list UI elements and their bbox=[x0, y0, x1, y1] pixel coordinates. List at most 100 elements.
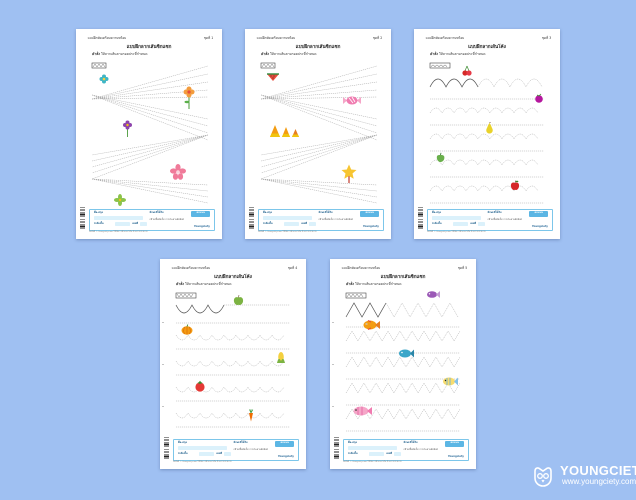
owl-icon bbox=[534, 466, 552, 487]
number-label: เลขที่ bbox=[470, 221, 477, 225]
skill-label: ทักษะที่ได้รับ bbox=[149, 211, 164, 214]
worksheet-1[interactable]: แบบฝึกหัดเตรียมความพร้อม ชุดที่ 1 แบบฝึก… bbox=[76, 29, 222, 239]
green-flower-icon bbox=[114, 194, 126, 206]
sheet-number: ชุดที่ 2 bbox=[372, 35, 383, 40]
binder-holes bbox=[162, 259, 164, 469]
fine-print: ลิขสิทธิ์ © Youngciety.com ใช้เพื่อการศึ… bbox=[89, 231, 148, 233]
teal-flower-icon bbox=[99, 74, 109, 84]
barcode bbox=[80, 207, 85, 230]
skill-label: ทักษะที่ได้รับ bbox=[403, 441, 418, 444]
sheet-instruction: คำสั่ง ให้ลากเส้นตามรอยประที่กำหนด bbox=[346, 282, 402, 287]
skill-label: ทักษะที่ได้รับ bbox=[318, 211, 333, 214]
name-field[interactable] bbox=[431, 216, 482, 221]
pumpkin-icon bbox=[181, 324, 193, 335]
youngciety-logo[interactable]: YOUNGCIETY www.youngciety.com bbox=[532, 464, 636, 487]
fine-print: ลิขสิทธิ์ © Youngciety.com ใช้เพื่อการศึ… bbox=[173, 461, 232, 463]
class-label: ระดับชั้น bbox=[177, 451, 188, 455]
fine-print: ลิขสิทธิ์ © Youngciety.com ใช้เพื่อการศึ… bbox=[427, 231, 486, 233]
fine-print: ลิขสิทธิ์ © Youngciety.com ใช้เพื่อการศึ… bbox=[258, 231, 317, 233]
skill-text: กล้ามเนื้อมัดเล็ก การประสานสัมพันธ์ bbox=[233, 448, 268, 451]
class-field[interactable] bbox=[198, 452, 214, 457]
number-field[interactable] bbox=[139, 222, 147, 227]
sheet-instruction: คำสั่ง ให้ลากเส้นตามรอยประที่กำหนด bbox=[92, 52, 148, 57]
worksheet-4[interactable]: แบบฝึกหัดเตรียมความพร้อม ชุดที่ 4 แบบฝึก… bbox=[160, 259, 306, 469]
score-badge: คะแนน bbox=[191, 211, 210, 217]
class-label: ระดับชั้น bbox=[431, 221, 442, 225]
pink-flower-icon bbox=[170, 164, 186, 180]
orange-fish-icon bbox=[363, 320, 380, 330]
sheet-instruction: คำสั่ง ให้ลากเส้นตามรอยประที่กำหนด bbox=[430, 52, 486, 57]
apple-icon bbox=[510, 180, 520, 191]
wave-tracing-area bbox=[429, 62, 544, 204]
sheet-title: แบบฝึกลากเส้นซิกแซก bbox=[126, 44, 172, 50]
zigzag-tracing-area bbox=[91, 62, 209, 204]
pear-icon bbox=[486, 122, 493, 134]
watermelon-icon bbox=[267, 73, 279, 81]
sheet-footer: ชื่อ-สกุล ระดับชั้น เลขที่ ทักษะที่ได้รั… bbox=[258, 209, 384, 231]
name-label: ชื่อ-สกุล bbox=[347, 441, 357, 444]
barcode bbox=[418, 207, 423, 230]
number-label: เลขที่ bbox=[386, 451, 393, 455]
brand-url[interactable]: www.youngciety.com bbox=[562, 477, 636, 486]
score-badge: คะแนน bbox=[360, 211, 379, 217]
sheet-number: ชุดที่ 3 bbox=[541, 35, 552, 40]
sheet-footer: ชื่อ-สกุล ระดับชั้น เลขที่ ทักษะที่ได้รั… bbox=[173, 439, 299, 461]
green-apple-icon bbox=[233, 294, 244, 306]
skill-label: ทักษะที่ได้รับ bbox=[233, 441, 248, 444]
sheet-title: แบบฝึกลากเส้นซิกแซก bbox=[295, 44, 341, 50]
class-field[interactable] bbox=[114, 222, 130, 227]
class-field[interactable] bbox=[452, 222, 468, 227]
name-field[interactable] bbox=[177, 446, 228, 451]
name-label: ชื่อ-สกุล bbox=[93, 211, 103, 214]
score-badge: คะแนน bbox=[445, 441, 464, 447]
barcode bbox=[334, 437, 339, 460]
number-label: เลขที่ bbox=[216, 451, 223, 455]
sheet-header: แบบฝึกหัดเตรียมความพร้อม bbox=[341, 265, 381, 270]
worksheet-2[interactable]: แบบฝึกหัดเตรียมความพร้อม ชุดที่ 2 แบบฝึก… bbox=[245, 29, 391, 239]
footer-brand: Youngciety bbox=[193, 225, 210, 229]
barcode bbox=[249, 207, 254, 230]
name-field[interactable] bbox=[93, 216, 144, 221]
footer-brand: Youngciety bbox=[531, 225, 548, 229]
berry-icon bbox=[535, 93, 543, 103]
sheet-number: ชุดที่ 4 bbox=[287, 265, 298, 270]
number-field[interactable] bbox=[308, 222, 316, 227]
class-label: ระดับชั้น bbox=[262, 221, 273, 225]
worksheet-5[interactable]: แบบฝึกหัดเตรียมความพร้อม ชุดที่ 5 แบบฝึก… bbox=[330, 259, 476, 469]
orange-flower-icon bbox=[183, 86, 195, 109]
blue-fish-icon bbox=[399, 349, 414, 358]
skill-text: กล้ามเนื้อมัดเล็ก การประสานสัมพันธ์ bbox=[318, 218, 353, 221]
number-field[interactable] bbox=[477, 222, 485, 227]
candy-icon bbox=[343, 96, 361, 105]
worksheet-3[interactable]: แบบฝึกหัดเตรียมความพร้อม ชุดที่ 3 แบบฝึก… bbox=[414, 29, 560, 239]
class-field[interactable] bbox=[283, 222, 299, 227]
sheet-header: แบบฝึกหัดเตรียมความพร้อม bbox=[425, 35, 465, 40]
score-badge: คะแนน bbox=[529, 211, 548, 217]
sheet-footer: ชื่อ-สกุล ระดับชั้น เลขที่ ทักษะที่ได้รั… bbox=[427, 209, 553, 231]
sheet-number: ชุดที่ 5 bbox=[457, 265, 468, 270]
class-label: ระดับชั้น bbox=[93, 221, 104, 225]
sheet-title: แบบฝึกลากเส้นซิกแซก bbox=[380, 274, 426, 280]
skill-text: กล้ามเนื้อมัดเล็ก การประสานสัมพันธ์ bbox=[403, 448, 438, 451]
star-wand-icon bbox=[341, 164, 357, 183]
zigzag-tracing-area bbox=[345, 292, 461, 432]
name-label: ชื่อ-สกุล bbox=[431, 211, 441, 214]
brand-name: YOUNGCIETY bbox=[560, 463, 636, 478]
binder-holes bbox=[332, 259, 334, 469]
class-field[interactable] bbox=[368, 452, 384, 457]
number-field[interactable] bbox=[223, 452, 231, 457]
sheet-footer: ชื่อ-สกุล ระดับชั้น เลขที่ ทักษะที่ได้รั… bbox=[343, 439, 469, 461]
sheet-number: ชุดที่ 1 bbox=[203, 35, 214, 40]
yellow-fish-icon bbox=[443, 377, 458, 386]
name-label: ชื่อ-สกุล bbox=[262, 211, 272, 214]
name-field[interactable] bbox=[347, 446, 398, 451]
name-field[interactable] bbox=[262, 216, 313, 221]
footer-brand: Youngciety bbox=[362, 225, 379, 229]
sheet-footer: ชื่อ-สกุล ระดับชั้น เลขที่ ทักษะที่ได้รั… bbox=[89, 209, 215, 231]
footer-brand: Youngciety bbox=[447, 455, 464, 459]
number-field[interactable] bbox=[393, 452, 401, 457]
sheet-header: แบบฝึกหัดเตรียมความพร้อม bbox=[87, 35, 127, 40]
footer-brand: Youngciety bbox=[277, 455, 294, 459]
number-label: เลขที่ bbox=[301, 221, 308, 225]
green-pepper-icon bbox=[436, 152, 445, 163]
